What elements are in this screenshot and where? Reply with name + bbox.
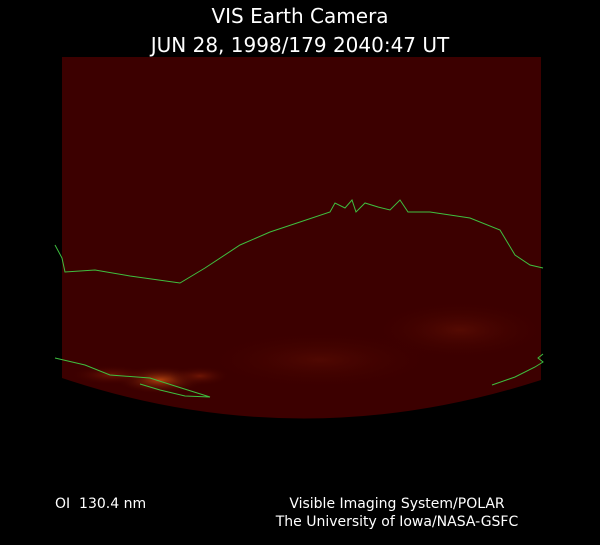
title: VIS Earth Camera [211,4,388,28]
credit-label: The University of Iowa/NASA-GSFC [275,514,519,530]
coastline [491,353,544,386]
filter-label: OI 130.4 nm [55,496,146,512]
coastline [54,357,211,398]
timestamp: JUN 28, 1998/179 2040:47 UT [149,33,450,57]
coastline [54,199,544,284]
glow [200,330,440,390]
instrument-label: Visible Imaging System/POLAR [289,496,505,512]
aurora-glow [70,300,541,394]
